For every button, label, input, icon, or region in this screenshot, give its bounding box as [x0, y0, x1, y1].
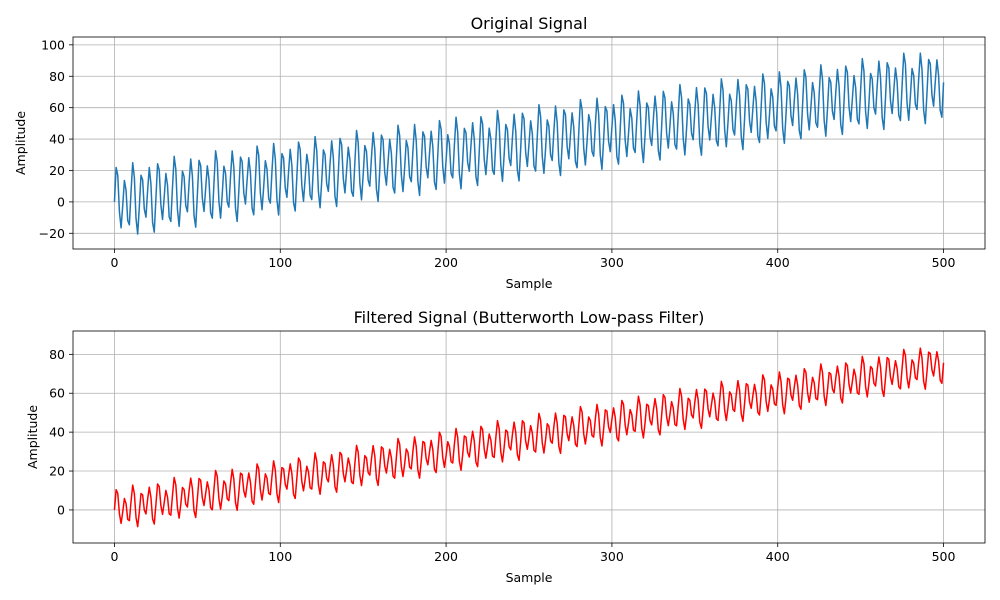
x-tick-label: 200 [434, 549, 458, 564]
y-tick-label: 80 [49, 347, 65, 362]
y-tick-label: 60 [49, 100, 65, 115]
x-axis-label: Sample [506, 276, 553, 291]
x-tick-label: 500 [932, 549, 956, 564]
series-line [113, 347, 945, 528]
y-axis-label: Amplitude [25, 405, 40, 469]
y-tick-label: 60 [49, 386, 65, 401]
y-tick-label: 0 [57, 194, 65, 209]
chart-title: Original Signal [471, 14, 588, 33]
y-tick-label: −20 [39, 226, 65, 241]
x-tick-label: 300 [600, 549, 624, 564]
y-tick-label: 100 [41, 37, 65, 52]
y-tick-label: 80 [49, 69, 65, 84]
x-tick-label: 400 [766, 255, 790, 270]
y-axis-label: Amplitude [13, 111, 28, 175]
y-tick-label: 0 [57, 502, 65, 517]
chart-filtered-signal: 0 100 200 300 400 500 0 20 40 60 80 Filtered Signal… [25, 308, 986, 585]
x-tick-label: 200 [434, 255, 458, 270]
chart-original-signal: 0 100 200 300 400 500 −20 0 20 40 60 80 100 Original … [13, 14, 986, 291]
y-tick-label: 40 [49, 425, 65, 440]
x-tick-label: 100 [268, 549, 292, 564]
x-axis-label: Sample [506, 570, 553, 585]
y-tick-label: 40 [49, 132, 65, 147]
y-tick-label: 20 [49, 464, 65, 479]
series-line [113, 52, 945, 235]
x-tick-label: 0 [110, 255, 118, 270]
plot-frame [72, 36, 986, 250]
x-tick-label: 100 [268, 255, 292, 270]
x-tick-label: 300 [600, 255, 624, 270]
chart-title: Filtered Signal (Butterworth Low-pass Fi… [354, 308, 705, 327]
y-tick-label: 20 [49, 163, 65, 178]
x-tick-label: 400 [766, 549, 790, 564]
plot-frame [72, 330, 986, 544]
x-tick-label: 500 [932, 255, 956, 270]
x-tick-label: 0 [110, 549, 118, 564]
